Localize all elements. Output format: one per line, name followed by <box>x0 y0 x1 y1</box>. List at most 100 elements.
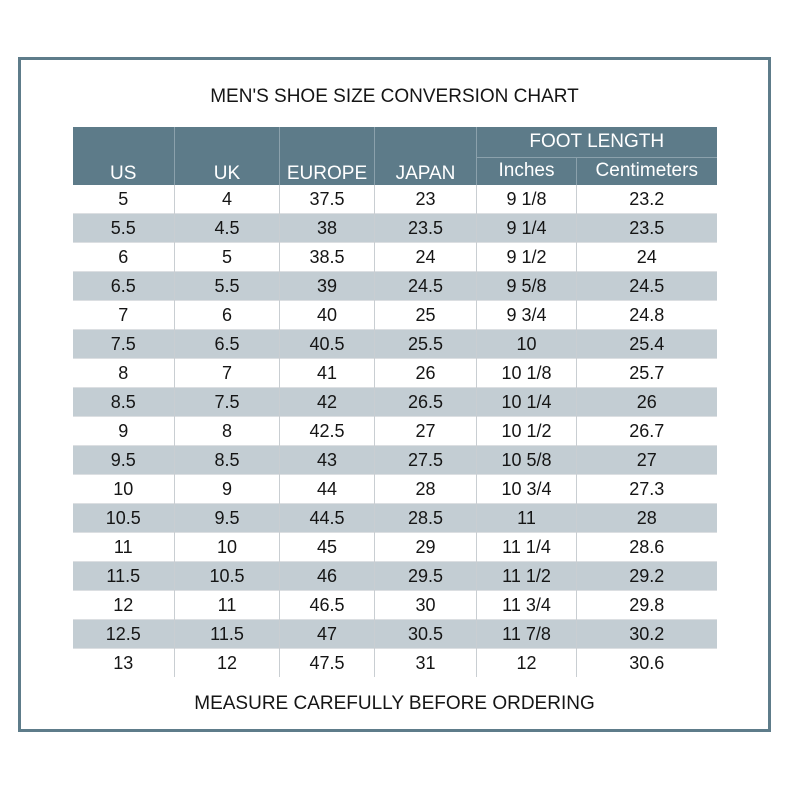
table-cell: 12 <box>72 590 175 620</box>
table-cell: 24.8 <box>576 300 717 330</box>
table-row: 9.5 8.5 43 27.5 10 5/8 27 <box>72 445 717 475</box>
table-cell: 31 <box>374 648 477 677</box>
table-cell: 29.8 <box>576 590 717 620</box>
table-cell: 47.5 <box>279 648 375 677</box>
table-cell: 45 <box>279 532 375 562</box>
table-cell: 9 <box>174 474 280 504</box>
table-cell: 11 <box>72 532 175 562</box>
table-cell: 26 <box>576 387 717 417</box>
table-cell: 6.5 <box>72 271 175 301</box>
table-cell: 8.5 <box>72 387 175 417</box>
chart-title: MEN'S SHOE SIZE CONVERSION CHART <box>210 86 579 107</box>
col-header-europe: EUROPE <box>279 127 375 185</box>
table-cell: 27.5 <box>374 445 477 475</box>
table-row: 10.5 9.5 44.5 28.5 11 28 <box>72 503 717 533</box>
table-row: 11 10 45 29 11 1/4 28.6 <box>72 532 717 562</box>
table-cell: 28.5 <box>374 503 477 533</box>
table-cell: 6 <box>174 300 280 330</box>
col-group-foot-length: FOOT LENGTH <box>476 127 717 158</box>
table-cell: 10 <box>476 329 577 359</box>
table-cell: 6 <box>72 242 175 272</box>
table-cell: 24.5 <box>374 271 477 301</box>
table-cell: 24.5 <box>576 271 717 301</box>
table-header: US UK EUROPE JAPAN FOOT LENGTH Inches Ce… <box>72 127 717 185</box>
table-cell: 9 1/4 <box>476 213 577 243</box>
table-cell: 5.5 <box>174 271 280 301</box>
table-cell: 9 3/4 <box>476 300 577 330</box>
table-cell: 11 1/4 <box>476 532 577 562</box>
table-cell: 30.2 <box>576 619 717 649</box>
table-cell: 47 <box>279 619 375 649</box>
table-row: 6.5 5.5 39 24.5 9 5/8 24.5 <box>72 271 717 301</box>
table-cell: 39 <box>279 271 375 301</box>
table-cell: 24 <box>576 242 717 272</box>
table-cell: 11 <box>174 590 280 620</box>
table-cell: 40 <box>279 300 375 330</box>
col-header-japan: JAPAN <box>374 127 477 185</box>
table-cell: 5 <box>72 185 175 214</box>
table-cell: 25 <box>374 300 477 330</box>
table-row: 12 11 46.5 30 11 3/4 29.8 <box>72 590 717 620</box>
table-cell: 26 <box>374 358 477 388</box>
table-cell: 26.7 <box>576 416 717 446</box>
table-cell: 12.5 <box>72 619 175 649</box>
table-cell: 10 <box>72 474 175 504</box>
footer-note: MEASURE CAREFULLY BEFORE ORDERING <box>194 693 595 714</box>
table-cell: 10 3/4 <box>476 474 577 504</box>
table-row: 6 5 38.5 24 9 1/2 24 <box>72 242 717 272</box>
table-cell: 11.5 <box>174 619 280 649</box>
table-cell: 43 <box>279 445 375 475</box>
table-cell: 23.5 <box>576 213 717 243</box>
table-cell: 10 1/8 <box>476 358 577 388</box>
table-cell: 37.5 <box>279 185 375 214</box>
table-cell: 41 <box>279 358 375 388</box>
table-cell: 24 <box>374 242 477 272</box>
table-cell: 26.5 <box>374 387 477 417</box>
table-cell: 25.5 <box>374 329 477 359</box>
table-cell: 4 <box>174 185 280 214</box>
col-header-inches: Inches <box>476 157 577 185</box>
table-cell: 27.3 <box>576 474 717 504</box>
table-cell: 23 <box>374 185 477 214</box>
table-cell: 9.5 <box>72 445 175 475</box>
table-cell: 6.5 <box>174 329 280 359</box>
table-cell: 44 <box>279 474 375 504</box>
table-cell: 11 3/4 <box>476 590 577 620</box>
table-cell: 10.5 <box>72 503 175 533</box>
table-row: 8 7 41 26 10 1/8 25.7 <box>72 358 717 388</box>
table-cell: 29.5 <box>374 561 477 591</box>
table-row: 7 6 40 25 9 3/4 24.8 <box>72 300 717 330</box>
table-cell: 28 <box>576 503 717 533</box>
table-cell: 10 <box>174 532 280 562</box>
table-cell: 10.5 <box>174 561 280 591</box>
table-cell: 29.2 <box>576 561 717 591</box>
table-row: 13 12 47.5 31 12 30.6 <box>72 648 717 677</box>
table-cell: 30 <box>374 590 477 620</box>
col-header-uk: UK <box>174 127 280 185</box>
table-cell: 27 <box>374 416 477 446</box>
table-cell: 44.5 <box>279 503 375 533</box>
table-cell: 8.5 <box>174 445 280 475</box>
table-cell: 38 <box>279 213 375 243</box>
table-row: 10 9 44 28 10 3/4 27.3 <box>72 474 717 504</box>
table-cell: 4.5 <box>174 213 280 243</box>
table-row: 5 4 37.5 23 9 1/8 23.2 <box>72 185 717 214</box>
table-row: 9 8 42.5 27 10 1/2 26.7 <box>72 416 717 446</box>
table-cell: 11 1/2 <box>476 561 577 591</box>
header-label-row: Inches Centimeters <box>73 157 717 185</box>
table-cell: 12 <box>174 648 280 677</box>
table-body: 5 4 37.5 23 9 1/8 23.2 5.5 4.5 38 23.5 9 1/4 23.5 6 5… <box>72 185 717 677</box>
table-cell: 46.5 <box>279 590 375 620</box>
header-group-row: US UK EUROPE JAPAN FOOT LENGTH <box>72 127 717 185</box>
table-cell: 23.5 <box>374 213 477 243</box>
table-cell: 10 1/4 <box>476 387 577 417</box>
table-cell: 40.5 <box>279 329 375 359</box>
table-cell: 27 <box>576 445 717 475</box>
table-cell: 11 7/8 <box>476 619 577 649</box>
table-cell: 25.7 <box>576 358 717 388</box>
table-cell: 30.5 <box>374 619 477 649</box>
table-cell: 38.5 <box>279 242 375 272</box>
table-cell: 10 1/2 <box>476 416 577 446</box>
table-cell: 9 1/2 <box>476 242 577 272</box>
table-cell: 8 <box>174 416 280 446</box>
